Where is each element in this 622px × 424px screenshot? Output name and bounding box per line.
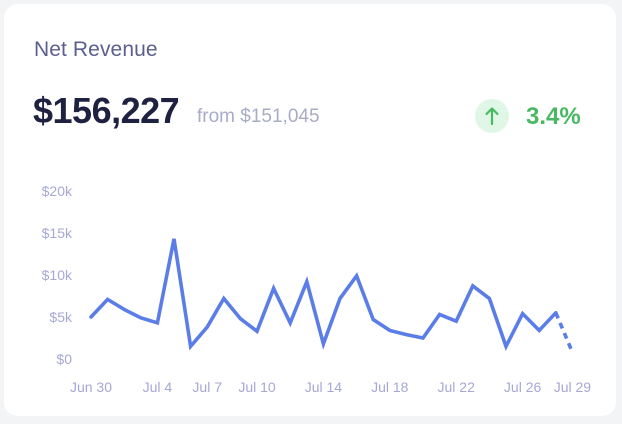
data-point[interactable] — [500, 340, 512, 352]
x-tick-label: Jul 7 — [192, 379, 222, 395]
data-point[interactable] — [334, 293, 346, 305]
x-tick-label: Jul 29 — [554, 379, 592, 395]
data-point[interactable] — [102, 293, 114, 305]
data-point[interactable] — [151, 317, 163, 329]
data-point[interactable] — [533, 324, 545, 336]
data-point[interactable] — [301, 276, 313, 288]
data-point[interactable] — [384, 324, 396, 336]
y-tick-label: $0 — [56, 351, 72, 367]
data-point[interactable] — [251, 325, 263, 337]
y-tick-label: $5k — [49, 309, 73, 325]
change-percent: 3.4% — [526, 103, 581, 130]
data-point[interactable] — [234, 313, 246, 325]
data-point[interactable] — [450, 315, 462, 327]
y-tick-label: $20k — [42, 183, 73, 199]
x-axis: Jun 30 Jul 4 Jul 7 Jul 10 Jul 14 Jul 18 Jul 22… — [70, 379, 591, 395]
net-revenue-card: Net Revenue $156,227 from $151,045 3.4% — [4, 4, 616, 416]
revenue-line — [89, 238, 558, 351]
data-point[interactable] — [434, 308, 446, 320]
data-point[interactable] — [517, 308, 529, 320]
data-point[interactable] — [417, 332, 429, 344]
card-title: Net Revenue — [34, 38, 158, 61]
change-badge — [475, 99, 509, 133]
data-point[interactable] — [566, 346, 578, 358]
arrow-up-icon — [485, 107, 499, 126]
x-tick-label: Jul 18 — [371, 379, 409, 395]
y-tick-label: $15k — [42, 225, 73, 241]
x-tick-label: Jun 30 — [70, 379, 112, 395]
previous-value: from $151,045 — [197, 106, 320, 127]
data-point[interactable] — [351, 270, 363, 282]
data-point[interactable] — [135, 312, 147, 324]
data-point[interactable] — [483, 293, 495, 305]
revenue-series — [85, 233, 578, 358]
x-tick-label: Jul 4 — [143, 379, 173, 395]
data-point[interactable] — [367, 314, 379, 326]
data-point[interactable] — [218, 293, 230, 305]
y-tick-label: $10k — [42, 267, 73, 283]
x-tick-label: Jul 22 — [438, 379, 476, 395]
data-point[interactable] — [185, 340, 197, 352]
data-point[interactable] — [317, 338, 329, 350]
data-point[interactable] — [284, 317, 296, 329]
data-point[interactable] — [268, 282, 280, 294]
data-point[interactable] — [118, 303, 130, 315]
data-point[interactable] — [400, 329, 412, 341]
data-point[interactable] — [467, 280, 479, 292]
revenue-projection-line — [554, 312, 575, 353]
data-point[interactable] — [168, 233, 180, 245]
revenue-value: $156,227 — [33, 90, 180, 131]
y-axis: $20k $15k $10k $5k $0 — [42, 183, 73, 367]
data-point[interactable] — [550, 307, 562, 319]
x-tick-label: Jul 14 — [305, 379, 343, 395]
x-tick-label: Jul 10 — [238, 379, 276, 395]
data-point[interactable] — [85, 311, 97, 323]
x-tick-label: Jul 26 — [504, 379, 542, 395]
data-point[interactable] — [201, 321, 213, 333]
